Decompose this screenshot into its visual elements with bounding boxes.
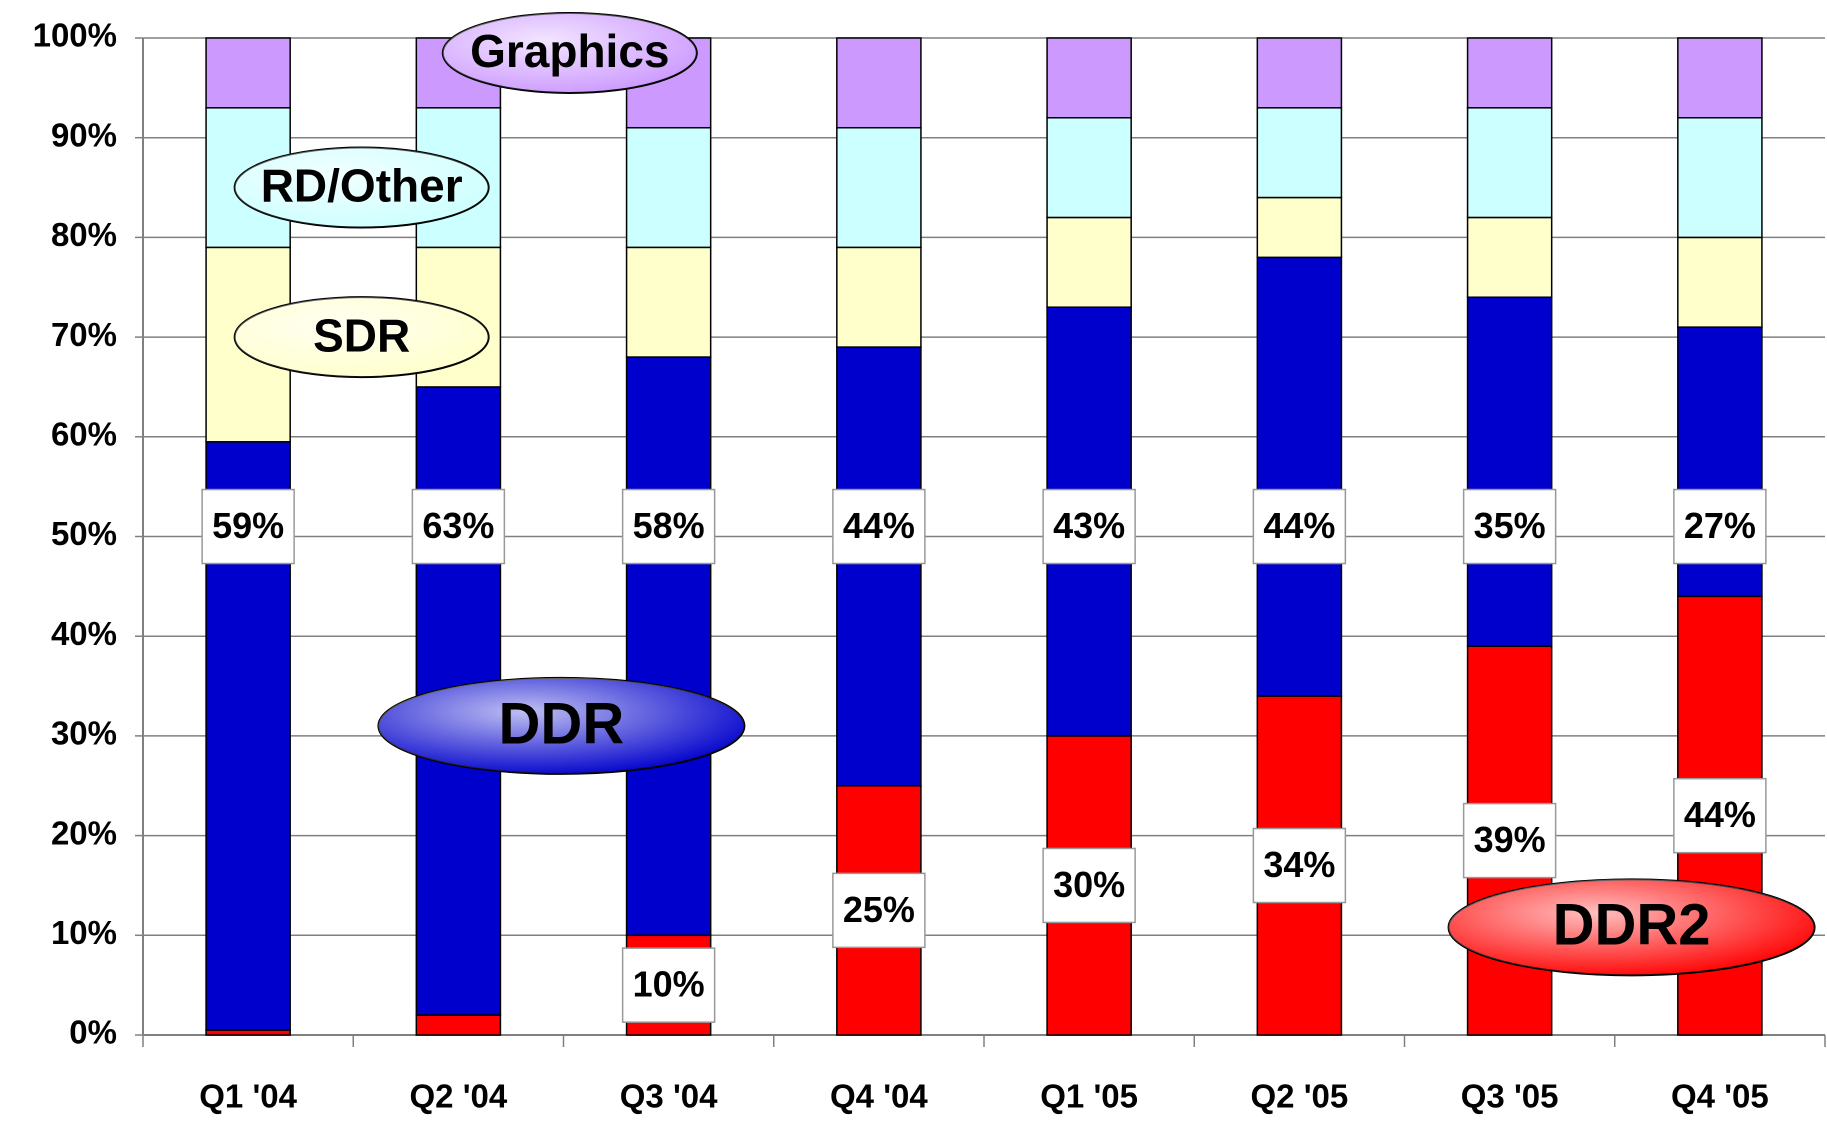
legend-label: DDR [499,691,625,756]
callout-shine [234,297,489,378]
y-tick-label: 0% [69,1014,117,1051]
bar-segment [625,246,712,358]
value-label: 59% [212,505,284,546]
value-label: 58% [633,505,705,546]
bar-segment [1046,37,1132,119]
value-label-box [1462,802,1557,879]
bar-segment [1466,37,1553,109]
value-label: 44% [843,505,915,546]
value-label: 39% [1474,819,1546,860]
bar-segment [1256,107,1343,199]
value-label: 10% [633,964,705,1005]
callout-shine [442,12,697,93]
value-label: 30% [1053,864,1125,905]
callout-shine [378,677,745,774]
value-label-box [832,488,926,565]
value-label-box [1462,488,1557,565]
legend-label: RD/Other [261,160,463,212]
value-label: 35% [1474,505,1546,546]
value-label-box [621,488,716,565]
y-tick-label: 50% [51,515,117,552]
bar-segment [625,356,712,937]
y-tick-label: 10% [51,914,117,951]
bar-segment [1677,117,1763,239]
value-label-box [1673,777,1767,854]
bar-segment [1256,196,1343,259]
x-tick-label: Q2 '04 [410,1078,508,1115]
value-label-box [1042,488,1136,565]
legend-label: SDR [313,309,410,361]
value-label: 63% [422,505,494,546]
value-label-box [832,872,926,949]
value-label: 44% [1263,505,1335,546]
y-tick-label: 30% [51,715,117,752]
value-label-box [411,488,506,565]
y-tick-label: 70% [51,316,117,353]
bar-segment [1256,256,1343,697]
value-label-box [201,488,295,565]
y-tick-label: 80% [51,216,117,253]
value-label-box [1673,488,1767,565]
bar-segment [1046,216,1132,308]
value-label: 27% [1684,505,1756,546]
y-tick-label: 60% [51,416,117,453]
x-tick-label: Q2 '05 [1251,1078,1349,1115]
y-tick-label: 100% [33,17,117,54]
y-tick-label: 40% [51,615,117,652]
bar-segment [836,37,922,129]
value-label-box [621,947,716,1023]
y-tick-label: 20% [51,814,117,851]
value-label: 43% [1053,505,1125,546]
bar-segment [1466,296,1553,647]
bar-segment [625,126,712,249]
x-tick-label: Q3 '05 [1461,1078,1559,1115]
x-tick-label: Q1 '04 [199,1078,297,1115]
bar-segment [1677,236,1763,328]
x-tick-label: Q4 '04 [830,1078,928,1115]
y-tick-label: 90% [51,116,117,153]
value-label-box [1042,847,1136,924]
value-label-box [1252,827,1347,904]
bar-segment [836,246,922,348]
bar-segment [1466,107,1553,219]
callout-shine [1448,879,1815,976]
x-tick-label: Q4 '05 [1671,1078,1769,1115]
value-label: 25% [843,889,915,930]
bar-segment [205,37,291,109]
x-tick-label: Q1 '05 [1040,1078,1138,1115]
value-label-box [1252,488,1347,565]
x-tick-label: Q3 '04 [620,1078,718,1115]
value-label: 34% [1263,844,1335,885]
legend-label: Graphics [470,25,669,77]
bar-segment [836,346,922,787]
bar-segment [415,1014,502,1036]
bar-segment [1046,117,1132,219]
callout-shine [234,147,489,228]
bar-segment [836,126,922,249]
value-label: 44% [1684,794,1756,835]
bar-segment [1256,37,1343,109]
bar-segment [1677,37,1763,119]
bar-segment [1466,216,1553,298]
legend-label: DDR2 [1553,893,1711,958]
